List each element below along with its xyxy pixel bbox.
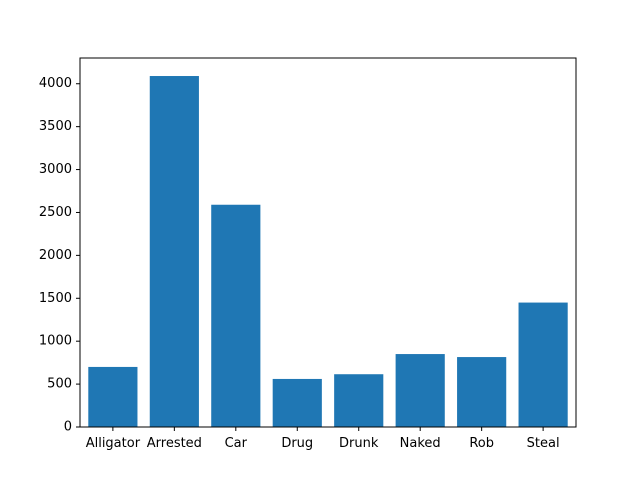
x-tick-label-rob: Rob (469, 436, 494, 451)
y-tick-label: 4000 (39, 76, 72, 91)
bar-drug (272, 378, 322, 427)
y-tick-label: 0 (64, 420, 72, 435)
y-tick-label: 3000 (39, 162, 72, 177)
x-tick-label-alligator: Alligator (86, 436, 141, 451)
bar-drunk (334, 374, 384, 427)
x-tick-label-arrested: Arrested (147, 436, 202, 451)
y-axis: 0 500 1000 1500 2000 2500 3000 3500 4000 (39, 76, 80, 435)
bar-alligator (88, 366, 138, 427)
bar-arrested (149, 76, 199, 427)
x-tick-label-drunk: Drunk (339, 436, 379, 451)
y-tick-label: 500 (47, 377, 72, 392)
y-tick-label: 1500 (39, 291, 72, 306)
bar-steal (518, 302, 568, 427)
y-tick-label: 2500 (39, 205, 72, 220)
bar-rob (457, 357, 507, 427)
x-axis: Alligator Arrested Car Drug Drunk Naked Rob Ste… (86, 427, 560, 451)
bars-group (88, 76, 568, 427)
y-tick-label: 3500 (39, 119, 72, 134)
bar-car (211, 204, 261, 427)
y-tick-label: 1000 (39, 334, 72, 349)
x-tick-label-steal: Steal (527, 436, 560, 451)
x-tick-label-car: Car (225, 436, 248, 451)
y-tick-label: 2000 (39, 248, 72, 263)
x-tick-label-drug: Drug (281, 436, 313, 451)
plot-frame (79, 57, 577, 428)
bar-naked (395, 354, 445, 427)
x-tick-label-naked: Naked (400, 436, 441, 451)
